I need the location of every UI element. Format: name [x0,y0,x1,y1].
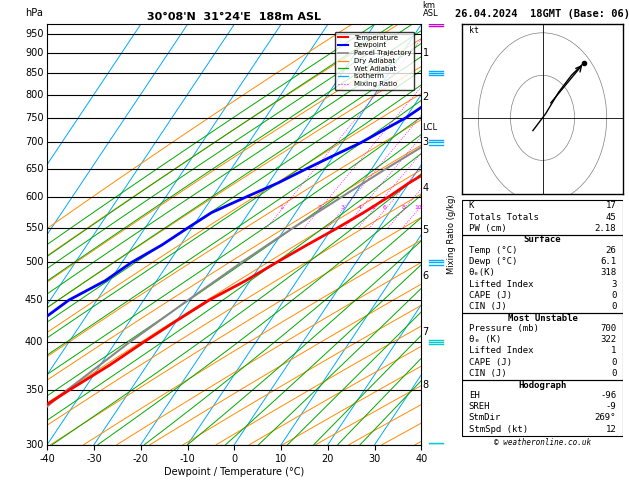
Text: Surface: Surface [524,236,561,244]
Bar [462,235,623,313]
Text: 4: 4 [423,183,429,193]
Text: Mixing Ratio (g/kg): Mixing Ratio (g/kg) [447,195,456,274]
Text: 900: 900 [25,48,43,58]
Text: 17: 17 [606,202,616,210]
Text: 3: 3 [611,279,616,289]
Legend: Temperature, Dewpoint, Parcel Trajectory, Dry Adiabat, Wet Adiabat, Isotherm, Mi: Temperature, Dewpoint, Parcel Trajectory… [335,32,415,90]
Text: 8: 8 [401,205,405,209]
Text: Lifted Index: Lifted Index [469,279,533,289]
Text: CIN (J): CIN (J) [469,302,506,311]
Text: 6.1: 6.1 [600,257,616,266]
Text: 800: 800 [25,90,43,100]
Bar [462,313,623,380]
Text: km
ASL: km ASL [423,0,438,18]
Text: Pressure (mb): Pressure (mb) [469,324,538,333]
Text: 0: 0 [611,358,616,366]
Text: 1: 1 [611,347,616,355]
Text: PW (cm): PW (cm) [469,224,506,233]
Text: CAPE (J): CAPE (J) [469,291,512,300]
Title: 30°08'N  31°24'E  188m ASL: 30°08'N 31°24'E 188m ASL [147,12,321,22]
Text: 2: 2 [423,92,429,102]
Text: 850: 850 [25,68,43,78]
Text: 350: 350 [25,385,43,395]
Text: SREH: SREH [469,402,490,411]
Text: 26: 26 [606,246,616,255]
Text: 5: 5 [423,226,429,235]
Text: kt: kt [469,26,479,35]
Bar [462,200,623,235]
Text: 700: 700 [600,324,616,333]
X-axis label: Dewpoint / Temperature (°C): Dewpoint / Temperature (°C) [164,467,304,477]
Text: EH: EH [469,391,479,400]
Text: StmSpd (kt): StmSpd (kt) [469,425,528,434]
Text: Lifted Index: Lifted Index [469,347,533,355]
Text: 400: 400 [25,337,43,347]
Text: 12: 12 [606,425,616,434]
Text: θₑ(K): θₑ(K) [469,268,496,278]
Text: CAPE (J): CAPE (J) [469,358,512,366]
Text: 0: 0 [611,291,616,300]
Text: 2.18: 2.18 [595,224,616,233]
Text: LCL: LCL [423,123,438,132]
Text: 26.04.2024  18GMT (Base: 06): 26.04.2024 18GMT (Base: 06) [455,9,629,19]
Text: 450: 450 [25,295,43,305]
Text: 0: 0 [611,369,616,378]
Text: 3: 3 [341,205,345,209]
Text: Temp (°C): Temp (°C) [469,246,517,255]
Text: K: K [469,202,474,210]
Text: 600: 600 [25,192,43,203]
Text: 700: 700 [25,138,43,147]
Text: hPa: hPa [26,8,43,18]
Text: 7: 7 [423,328,429,337]
Text: 5: 5 [372,205,376,209]
Text: 4: 4 [358,205,362,209]
Text: 1: 1 [280,205,284,209]
Text: Dewp (°C): Dewp (°C) [469,257,517,266]
Text: 750: 750 [25,113,43,123]
Text: CIN (J): CIN (J) [469,369,506,378]
Text: 10: 10 [415,205,422,209]
Text: 2: 2 [318,205,321,209]
Text: Totals Totals: Totals Totals [469,212,538,222]
Text: Most Unstable: Most Unstable [508,313,577,323]
Text: 550: 550 [25,224,43,233]
Text: 650: 650 [25,164,43,174]
Text: -9: -9 [606,402,616,411]
Text: 500: 500 [25,258,43,267]
Text: 6: 6 [423,271,429,281]
Text: Hodograph: Hodograph [518,381,567,389]
Text: 6: 6 [383,205,387,209]
Text: θₑ (K): θₑ (K) [469,335,501,344]
Text: 318: 318 [600,268,616,278]
Text: 3: 3 [423,138,429,147]
Text: 269°: 269° [595,414,616,422]
Bar [462,380,623,436]
Text: StmDir: StmDir [469,414,501,422]
Text: 45: 45 [606,212,616,222]
Text: 322: 322 [600,335,616,344]
Text: -96: -96 [600,391,616,400]
Text: 950: 950 [25,29,43,38]
Text: 1: 1 [423,48,429,58]
Text: 0: 0 [611,302,616,311]
Text: 300: 300 [25,440,43,450]
Text: 8: 8 [423,380,429,390]
Text: © weatheronline.co.uk: © weatheronline.co.uk [494,438,591,447]
